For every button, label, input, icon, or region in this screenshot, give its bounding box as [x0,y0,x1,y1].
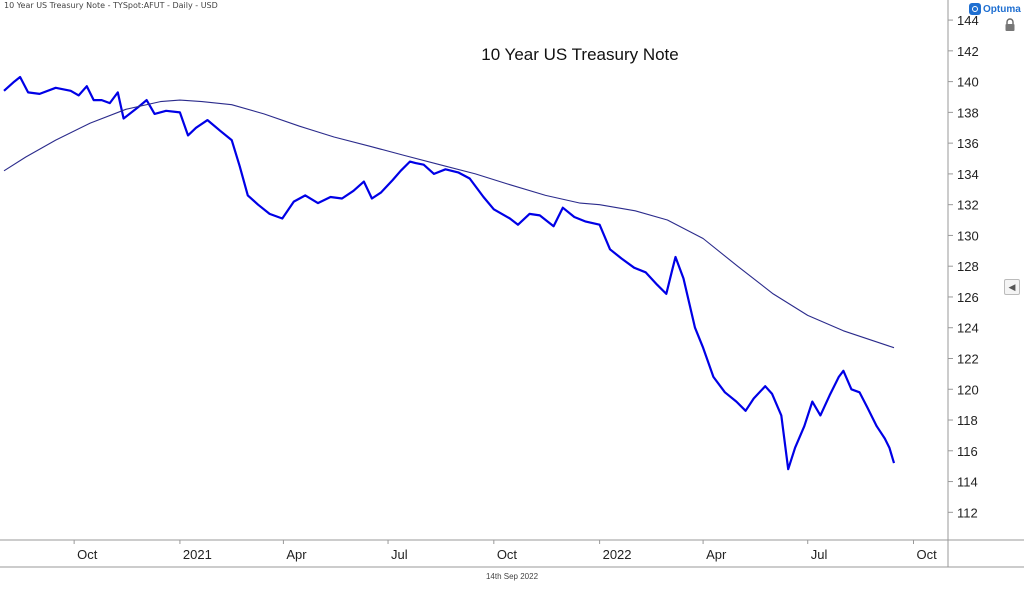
x-tick-label: Jul [391,547,408,562]
series-layer [3,75,896,471]
plot-frame [0,0,1024,568]
chart-title: 10 Year US Treasury Note [481,45,679,64]
brand-logo: Optuma [969,1,1021,17]
y-tick-label: 116 [957,444,978,459]
y-tick-label: 114 [957,475,978,490]
price-series-line [3,75,896,471]
optuma-logo-icon [969,3,981,15]
chevron-left-icon[interactable]: ◀ [1004,279,1020,295]
x-tick-label: Apr [286,547,307,562]
lock-icon[interactable] [1004,18,1016,32]
y-tick-label: 130 [957,228,979,243]
y-tick-label: 142 [957,44,979,59]
y-tick-label: 126 [957,290,979,305]
y-tick-label: 128 [957,259,979,274]
y-axis: 112 114 116 118 120 122 124 126 128 130 132 134 136 1… [948,13,979,520]
y-tick-label: 118 [957,413,978,428]
y-tick-label: 140 [957,75,979,90]
x-tick-label: 2022 [603,547,632,562]
y-tick-label: 138 [957,105,979,120]
y-tick-label: 112 [957,505,978,520]
brand-name: Optuma [983,3,1021,15]
x-tick-label: Apr [706,547,727,562]
x-axis: Oct 2021 Apr Jul Oct 2022 Apr Jul Oct [73,540,938,562]
y-tick-label: 124 [957,321,979,336]
instrument-label: 10 Year US Treasury Note - TYSpot:AFUT -… [4,1,218,10]
y-tick-label: 134 [957,167,979,182]
date-stamp: 14th Sep 2022 [485,572,539,581]
y-tick-label: 122 [957,351,979,366]
x-tick-label: Oct [917,547,938,562]
y-tick-label: 136 [957,136,979,151]
moving-average-line [3,99,895,349]
y-tick-label: 144 [957,13,979,28]
y-tick-label: 120 [957,382,979,397]
x-tick-label: Oct [77,547,98,562]
x-tick-label: Oct [497,547,518,562]
x-tick-label: 2021 [183,547,212,562]
x-tick-label: Jul [811,547,828,562]
y-tick-label: 132 [957,198,979,213]
